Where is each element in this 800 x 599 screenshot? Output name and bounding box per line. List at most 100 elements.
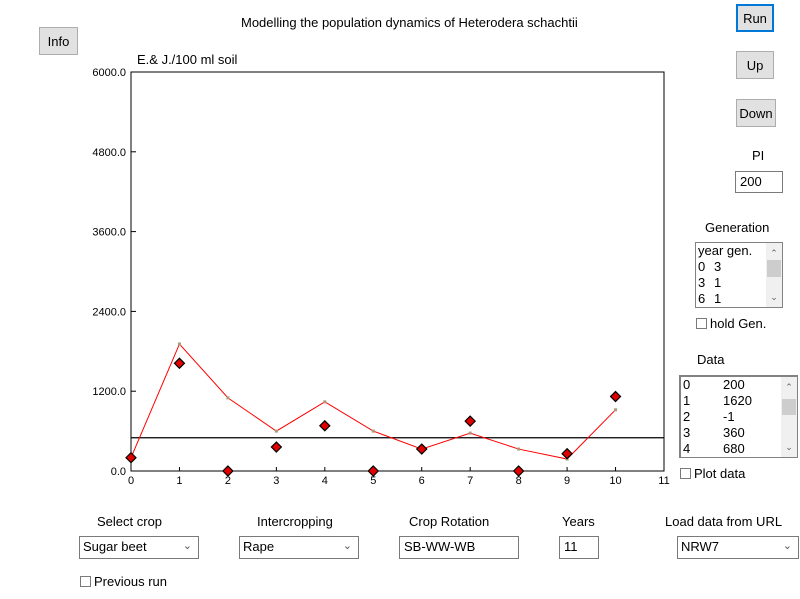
observed-point xyxy=(318,419,331,432)
observed-point xyxy=(512,465,525,477)
model-point xyxy=(517,447,521,451)
info-button[interactable]: Info xyxy=(39,27,78,55)
chevron-down-icon: ⌄ xyxy=(182,540,192,552)
intercrop-select[interactable]: Rape ⌄ xyxy=(239,536,359,559)
data-list[interactable]: 0 200 1 1620 2 -1 3 360 4 680 ⌃ ⌄ xyxy=(679,375,798,458)
header-gen: gen. xyxy=(726,243,753,258)
x-tick-label: 11 xyxy=(658,475,669,487)
years-label: Years xyxy=(562,514,595,529)
generation-header: year gen. xyxy=(696,243,782,259)
gen-year: 3 xyxy=(698,275,706,290)
pi-label: PI xyxy=(752,148,765,163)
scroll-up-icon[interactable]: ⌃ xyxy=(785,382,793,392)
observed-point xyxy=(609,390,622,403)
crop-select[interactable]: Sugar beet ⌄ xyxy=(79,536,199,559)
x-tick-label: 0 xyxy=(128,475,134,487)
observed-point xyxy=(561,447,573,460)
list-item[interactable]: 0 200 xyxy=(681,377,797,393)
list-item[interactable]: 2 -1 xyxy=(681,409,797,425)
x-tick-label: 2 xyxy=(225,475,231,487)
model-point xyxy=(614,408,618,412)
model-point xyxy=(323,400,327,404)
model-line xyxy=(130,343,616,460)
previous-run-checkbox[interactable]: Previous run xyxy=(80,574,167,589)
url-label: Load data from URL xyxy=(665,514,783,529)
checkbox-box[interactable] xyxy=(80,576,91,587)
plot-frame xyxy=(130,71,665,472)
x-tick-label: 1 xyxy=(176,475,182,487)
population-chart: E.& J./100 ml soil 0 1 2 3 4 5 6 7 8 9 10 11 0.0 1200… xyxy=(92,52,669,487)
data-value: 1620 xyxy=(723,393,752,408)
data-value: 360 xyxy=(723,425,745,440)
list-item[interactable]: 1 1620 xyxy=(681,393,797,409)
observed-point xyxy=(415,443,428,455)
hold-gen-checkbox[interactable]: hold Gen. xyxy=(696,316,766,331)
data-year: 0 xyxy=(683,377,691,392)
url-value: NRW7 xyxy=(681,539,720,554)
up-button[interactable]: Up xyxy=(736,51,774,79)
rotation-label: Crop Rotation xyxy=(409,514,490,529)
scrollbar[interactable]: ⌃ ⌄ xyxy=(781,377,797,457)
y-axis-label: E.& J./100 ml soil xyxy=(137,52,238,67)
run-button[interactable]: Run xyxy=(736,4,774,32)
down-button[interactable]: Down xyxy=(736,99,776,127)
gen-year: 0 xyxy=(698,259,706,274)
y-tick-label: 2400.0 xyxy=(92,306,126,318)
scrollbar[interactable]: ⌃ ⌄ xyxy=(766,243,782,307)
scroll-down-icon[interactable]: ⌄ xyxy=(785,442,793,452)
years-input[interactable]: 11 xyxy=(559,536,599,559)
scroll-thumb[interactable] xyxy=(767,260,781,277)
y-tick-label: 1200.0 xyxy=(92,386,126,398)
observed-point xyxy=(173,357,186,370)
generation-label: Generation xyxy=(705,220,770,235)
observed-point xyxy=(270,441,283,453)
model-point xyxy=(468,431,472,435)
scroll-thumb[interactable] xyxy=(782,399,796,415)
model-point xyxy=(226,396,230,400)
data-value: 200 xyxy=(723,377,745,392)
list-item[interactable]: 3 360 xyxy=(681,425,797,441)
gen-value: 3 xyxy=(714,259,722,274)
gen-value: 1 xyxy=(714,291,722,306)
x-tick-label: 10 xyxy=(609,475,621,487)
rotation-input[interactable]: SB-WW-WB xyxy=(399,536,519,559)
observed-point xyxy=(125,451,137,464)
hold-gen-label: hold Gen. xyxy=(710,316,767,331)
y-tick-label: 4800.0 xyxy=(92,147,126,159)
x-tick-label: 3 xyxy=(273,475,279,487)
url-select[interactable]: NRW7 ⌄ xyxy=(677,536,799,559)
checkbox-box[interactable] xyxy=(696,318,707,329)
model-point xyxy=(274,429,278,433)
pi-input[interactable]: 200 xyxy=(735,171,783,193)
observed-point xyxy=(464,415,477,427)
intercrop-label: Intercropping xyxy=(257,514,333,529)
model-point xyxy=(177,342,181,346)
x-tick-label: 8 xyxy=(516,475,522,487)
scroll-down-icon[interactable]: ⌄ xyxy=(770,292,778,302)
crop-value: Sugar beet xyxy=(83,539,147,554)
x-tick-label: 4 xyxy=(322,475,328,487)
model-point xyxy=(371,429,375,433)
chevron-down-icon: ⌄ xyxy=(342,540,352,552)
gen-year: 6 xyxy=(698,291,706,306)
gen-value: 1 xyxy=(714,275,722,290)
checkbox-box[interactable] xyxy=(680,468,691,479)
data-year: 3 xyxy=(683,425,691,440)
x-tick-label: 6 xyxy=(419,475,425,487)
chevron-down-icon: ⌄ xyxy=(782,540,792,552)
crop-label: Select crop xyxy=(97,514,163,529)
list-item[interactable]: 4 680 xyxy=(681,441,797,457)
previous-run-label: Previous run xyxy=(94,574,167,589)
data-year: 2 xyxy=(683,409,691,424)
plot-data-checkbox[interactable]: Plot data xyxy=(680,466,745,481)
scroll-up-icon[interactable]: ⌃ xyxy=(770,248,778,258)
x-tick-label: 5 xyxy=(370,475,376,487)
observed-point xyxy=(222,465,234,477)
header-year: year xyxy=(698,243,724,258)
x-tick-label: 7 xyxy=(467,475,473,487)
data-year: 4 xyxy=(683,441,691,456)
